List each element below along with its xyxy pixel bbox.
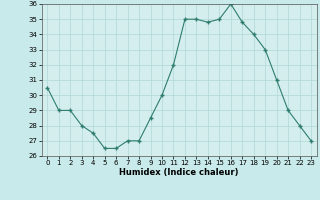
X-axis label: Humidex (Indice chaleur): Humidex (Indice chaleur): [119, 168, 239, 177]
